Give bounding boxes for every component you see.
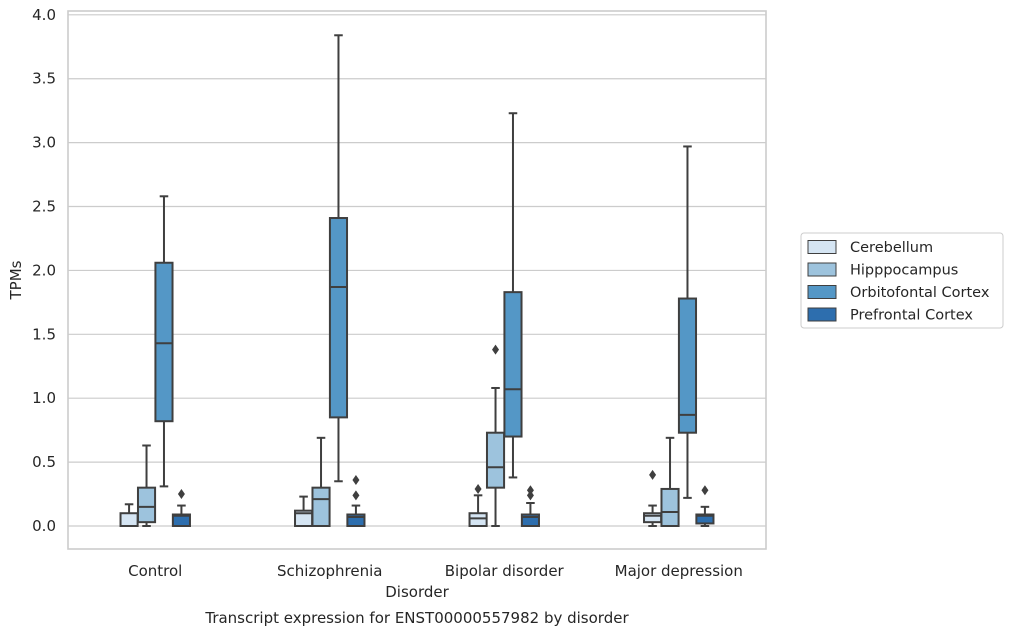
box-body bbox=[119, 512, 139, 527]
box-body bbox=[136, 486, 157, 524]
legend-frame bbox=[800, 232, 1004, 329]
y-tick-label: 0.0 bbox=[32, 517, 56, 535]
box-body bbox=[503, 291, 523, 438]
x-tick-label: Schizophrenia bbox=[277, 562, 382, 580]
outlier-point bbox=[352, 490, 360, 501]
plot-frame bbox=[67, 10, 767, 550]
outlier-point bbox=[526, 485, 534, 496]
outlier-point bbox=[649, 469, 657, 480]
box-plot-mark bbox=[171, 489, 191, 527]
outlier-point bbox=[701, 485, 709, 496]
y-tick-label: 0.5 bbox=[32, 453, 56, 471]
box-body bbox=[520, 513, 540, 527]
box-plot-mark bbox=[660, 436, 680, 527]
x-tick-label: Bipolar disorder bbox=[445, 562, 565, 580]
x-tick-labels: Control Schizophrenia Bipolar disorder Majo… bbox=[128, 562, 743, 580]
box-plot-mark bbox=[136, 444, 157, 527]
y-tick-label: 2.0 bbox=[32, 261, 56, 279]
y-axis-label: TPMs bbox=[7, 260, 25, 300]
box-body bbox=[643, 512, 663, 524]
box-plot-mark bbox=[695, 485, 715, 527]
box-plot-mark bbox=[485, 344, 506, 527]
box-body bbox=[311, 486, 331, 527]
box-marks bbox=[119, 34, 715, 527]
box-body bbox=[346, 513, 366, 527]
box-plot-mark bbox=[520, 485, 540, 527]
box-plot-mark bbox=[677, 145, 698, 499]
box-body bbox=[485, 431, 506, 489]
y-tick-label: 4.0 bbox=[32, 6, 56, 24]
legend-label: Prefrontal Cortex bbox=[850, 308, 973, 324]
outlier-point bbox=[352, 474, 360, 485]
box-body bbox=[677, 297, 698, 434]
gridlines bbox=[68, 14, 766, 527]
x-tick-label: Major depression bbox=[615, 562, 743, 580]
legend-label: Orbitofontal Cortex bbox=[850, 285, 990, 301]
box-body bbox=[468, 512, 488, 527]
box-plot-mark bbox=[503, 112, 523, 479]
legend-swatch bbox=[807, 285, 837, 299]
legend-label: Hipppocampus bbox=[850, 263, 958, 279]
y-tick-labels: 0.0 0.5 1.0 1.5 2.0 2.5 3.0 3.5 4.0 bbox=[32, 6, 56, 535]
legend-swatch bbox=[807, 307, 837, 322]
box-plot-mark bbox=[643, 469, 663, 527]
box-body bbox=[328, 217, 349, 419]
box-plot-mark bbox=[346, 474, 366, 527]
y-tick-label: 1.5 bbox=[32, 325, 56, 343]
legend: Cerebellum Hipppocampus Orbitofontal Corte… bbox=[800, 232, 1004, 329]
box-plot-mark bbox=[328, 34, 349, 483]
outlier-point bbox=[474, 483, 482, 494]
y-tick-label: 2.5 bbox=[32, 198, 56, 216]
box-body bbox=[154, 261, 174, 423]
box-plot-mark bbox=[119, 503, 139, 527]
y-tick-label: 3.0 bbox=[32, 134, 56, 152]
legend-label: Cerebellum bbox=[850, 240, 933, 256]
y-tick-label: 1.0 bbox=[32, 389, 56, 407]
box-body bbox=[171, 513, 191, 527]
box-plot-mark bbox=[468, 483, 488, 527]
outlier-point bbox=[526, 490, 534, 501]
legend-items: Cerebellum Hipppocampus Orbitofontal Corte… bbox=[807, 240, 990, 324]
legend-swatch bbox=[807, 240, 837, 254]
box-body bbox=[695, 513, 715, 525]
legend-swatch bbox=[807, 262, 837, 277]
box-body bbox=[660, 487, 680, 527]
outlier-point bbox=[177, 489, 185, 500]
x-axis-label: Disorder bbox=[385, 583, 449, 601]
chart-caption: Transcript expression for ENST0000055798… bbox=[204, 609, 629, 627]
y-tick-label: 3.5 bbox=[32, 70, 56, 88]
box-plot-mark bbox=[294, 495, 314, 527]
x-tick-label: Control bbox=[128, 562, 182, 580]
outlier-point bbox=[492, 344, 500, 355]
box-plot-mark bbox=[154, 195, 174, 488]
box-plot-mark bbox=[311, 436, 331, 527]
